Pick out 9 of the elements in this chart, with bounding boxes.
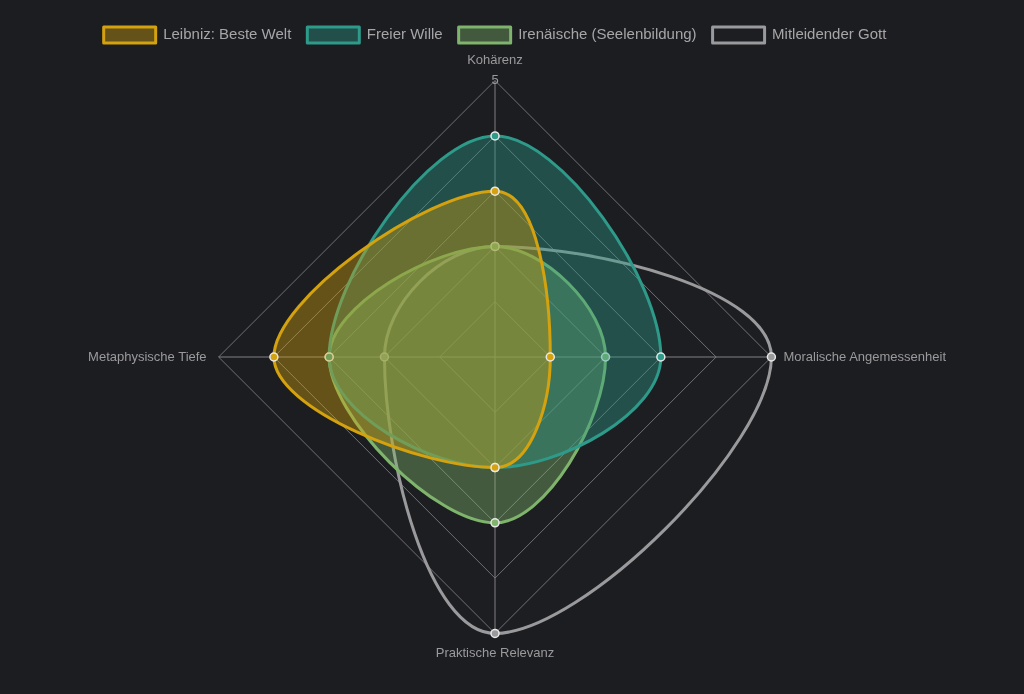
legend-label: Mitleidender Gott xyxy=(772,25,888,43)
spoke-label: Moralische Angemessenheit xyxy=(783,348,947,364)
legend-label: Leibniz: Beste Welt xyxy=(163,25,293,43)
legend-label: Freier Wille xyxy=(366,25,443,43)
text: 5 xyxy=(491,72,499,88)
legend-label: Irenäische (Seelenbildung) xyxy=(518,25,697,43)
spoke-label: Praktische Relevanz xyxy=(435,644,555,660)
spoke-label: Kohärenz xyxy=(467,52,523,68)
spoke-label: Metaphysische Tiefe xyxy=(88,348,207,364)
